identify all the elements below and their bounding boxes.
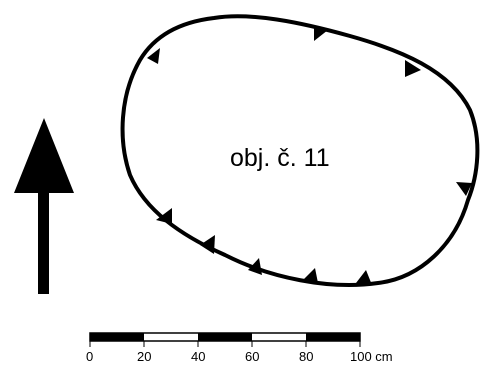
scale-tick-label: 100 cm — [350, 349, 393, 364]
scale-tick-label: 80 — [299, 349, 313, 364]
feature-label: obj. č. 11 — [230, 144, 330, 172]
hachure-tick — [200, 235, 215, 254]
scale-segment-filled — [90, 333, 144, 341]
hachure-tick — [156, 208, 172, 224]
scale-segment-filled — [306, 333, 360, 341]
hachure-tick — [248, 258, 262, 275]
hachure-tick — [456, 182, 472, 196]
feature-outline — [120, 14, 480, 287]
hachure-tick — [314, 25, 328, 41]
scale-segment-filled — [198, 333, 252, 341]
scale-tick-label: 0 — [86, 349, 93, 364]
hachure-tick — [147, 48, 160, 64]
hachure-tick — [405, 60, 421, 77]
scale-tick-label: 60 — [245, 349, 259, 364]
scale-tick-label: 20 — [137, 349, 151, 364]
scale-bar: 0 20 40 60 80 100 cm — [86, 332, 393, 364]
hachure-tick — [356, 270, 372, 285]
hachure-tick — [302, 268, 318, 283]
hachure-ticks — [147, 25, 472, 285]
north-arrow-icon — [14, 118, 74, 294]
scale-tick-label: 40 — [191, 349, 205, 364]
